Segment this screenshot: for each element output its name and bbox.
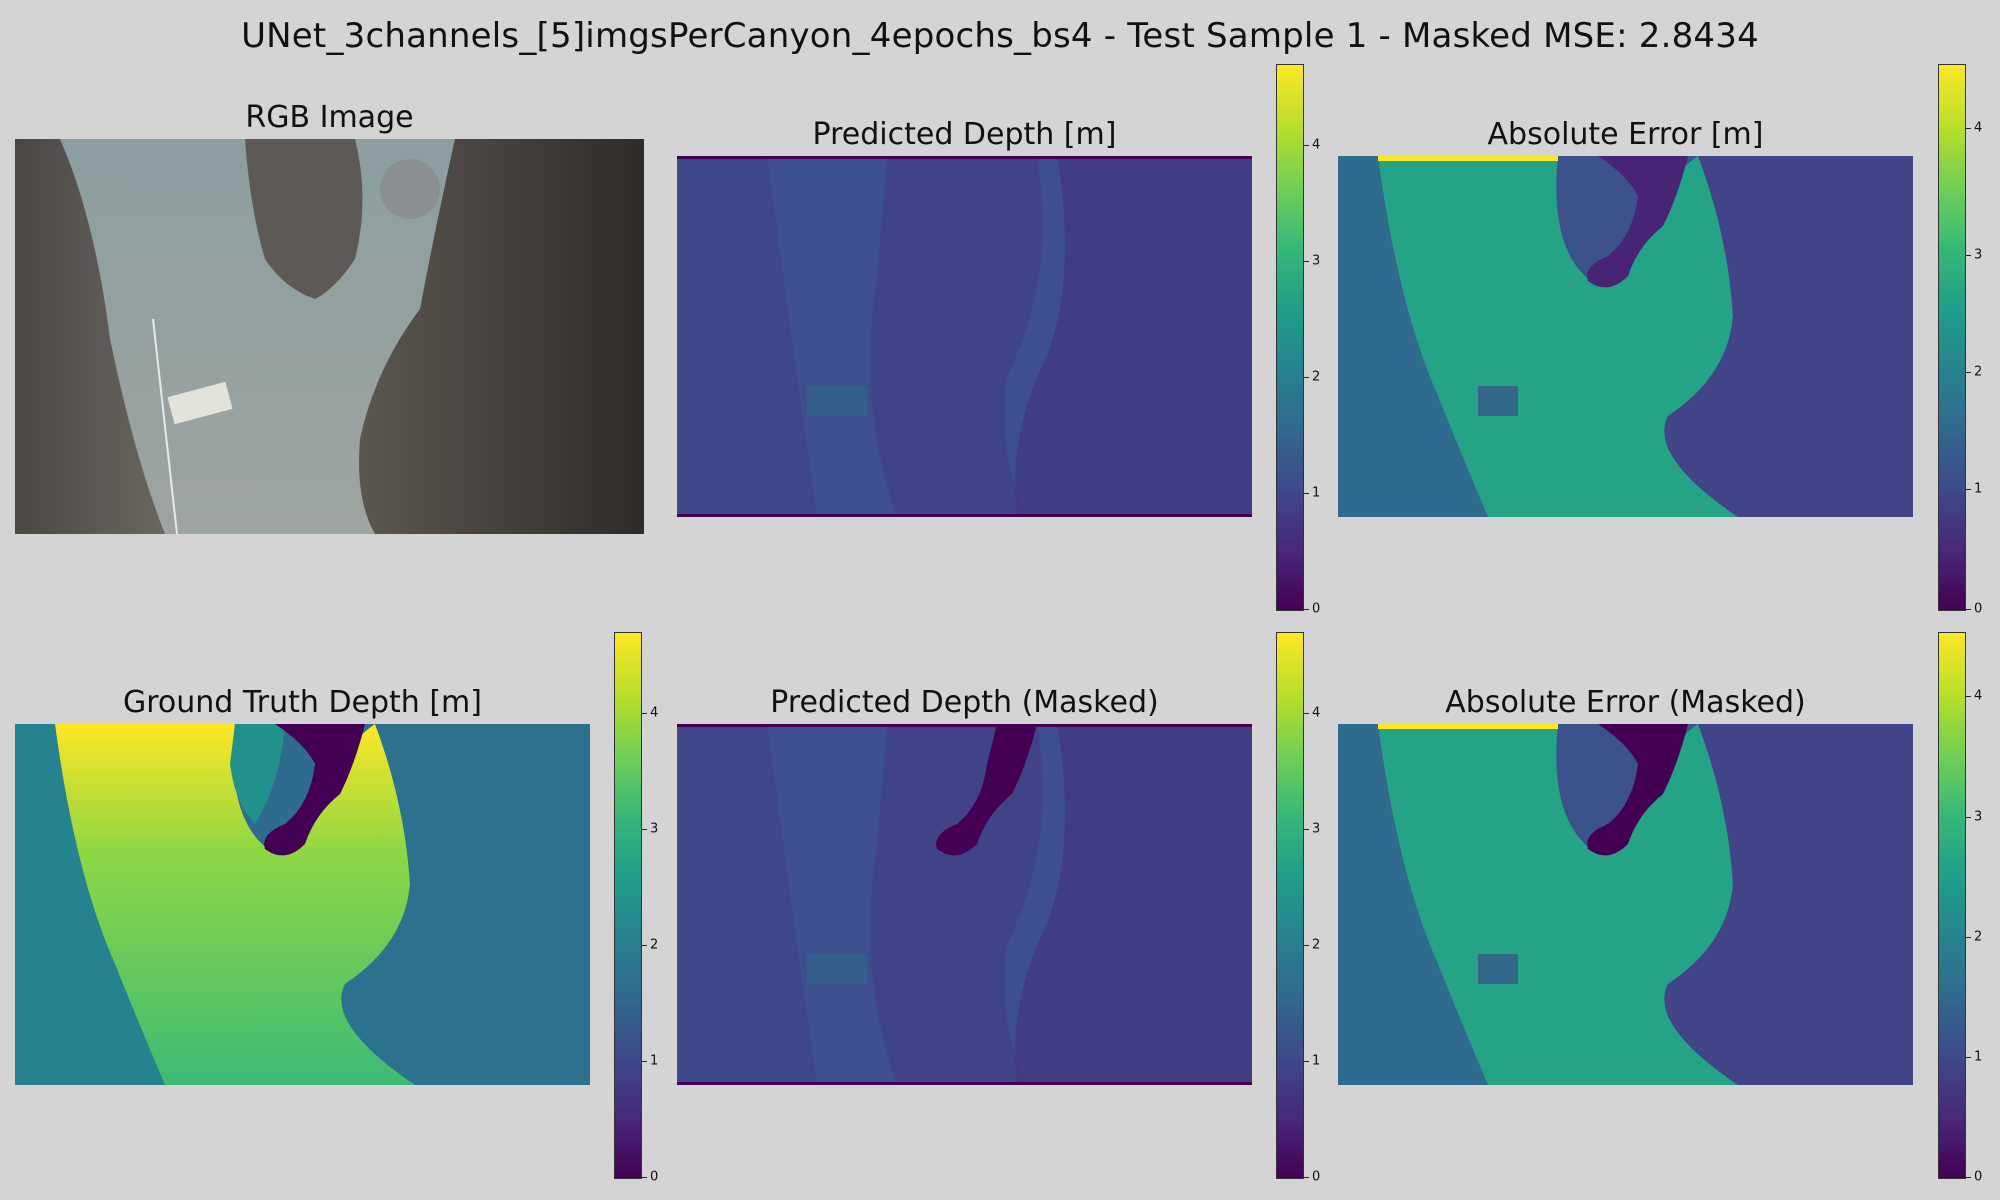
cbar-tick: 2 bbox=[1312, 937, 1321, 953]
cbar-tick: 4 bbox=[1312, 137, 1321, 153]
absolute-error-masked-colorbar bbox=[1938, 632, 1966, 1179]
predicted-depth-title: Predicted Depth [m] bbox=[812, 117, 1117, 152]
cbar-tick: 0 bbox=[650, 1169, 659, 1185]
predicted-depth-masked-title: Predicted Depth (Masked) bbox=[770, 685, 1159, 720]
rgb-image bbox=[15, 139, 644, 534]
ground-truth-image bbox=[15, 724, 590, 1085]
cbar-tick: 1 bbox=[650, 1053, 659, 1069]
predicted-depth-image bbox=[677, 156, 1252, 517]
cbar-tick: 1 bbox=[1974, 481, 1983, 497]
cbar-tick: 1 bbox=[1312, 1053, 1321, 1069]
cbar-tick: 4 bbox=[1974, 120, 1983, 136]
predicted-depth-masked-image bbox=[677, 724, 1252, 1085]
absolute-error-colorbar bbox=[1938, 64, 1966, 611]
cbar-tick: 4 bbox=[1974, 688, 1983, 704]
cbar-tick: 2 bbox=[650, 937, 659, 953]
cbar-tick: 4 bbox=[650, 705, 659, 721]
cbar-tick: 3 bbox=[1974, 247, 1983, 263]
cbar-tick: 2 bbox=[1974, 929, 1983, 945]
ground-truth-title: Ground Truth Depth [m] bbox=[122, 685, 482, 720]
cbar-tick: 0 bbox=[1312, 1169, 1321, 1185]
cbar-tick: 2 bbox=[1974, 364, 1983, 380]
absolute-error-image bbox=[1338, 156, 1913, 517]
cbar-tick: 3 bbox=[1974, 809, 1983, 825]
cbar-tick: 1 bbox=[1312, 485, 1321, 501]
rgb-image-title: RGB Image bbox=[245, 100, 414, 135]
predicted-depth-colorbar bbox=[1276, 64, 1304, 611]
predicted-depth-masked-colorbar bbox=[1276, 632, 1304, 1179]
absolute-error-masked-title: Absolute Error (Masked) bbox=[1445, 685, 1806, 720]
cbar-tick: 2 bbox=[1312, 369, 1321, 385]
ground-truth-colorbar bbox=[614, 632, 642, 1179]
cbar-tick: 0 bbox=[1974, 601, 1983, 617]
cbar-tick: 0 bbox=[1974, 1169, 1983, 1185]
cbar-tick: 3 bbox=[1312, 821, 1321, 837]
absolute-error-title: Absolute Error [m] bbox=[1487, 117, 1764, 152]
cbar-tick: 3 bbox=[650, 821, 659, 837]
cbar-tick: 0 bbox=[1312, 601, 1321, 617]
cbar-tick: 3 bbox=[1312, 253, 1321, 269]
figure-title: UNet_3channels_[5]imgsPerCanyon_4epochs_… bbox=[241, 16, 1759, 56]
absolute-error-masked-image bbox=[1338, 724, 1913, 1085]
cbar-tick: 1 bbox=[1974, 1049, 1983, 1065]
cbar-tick: 4 bbox=[1312, 705, 1321, 721]
